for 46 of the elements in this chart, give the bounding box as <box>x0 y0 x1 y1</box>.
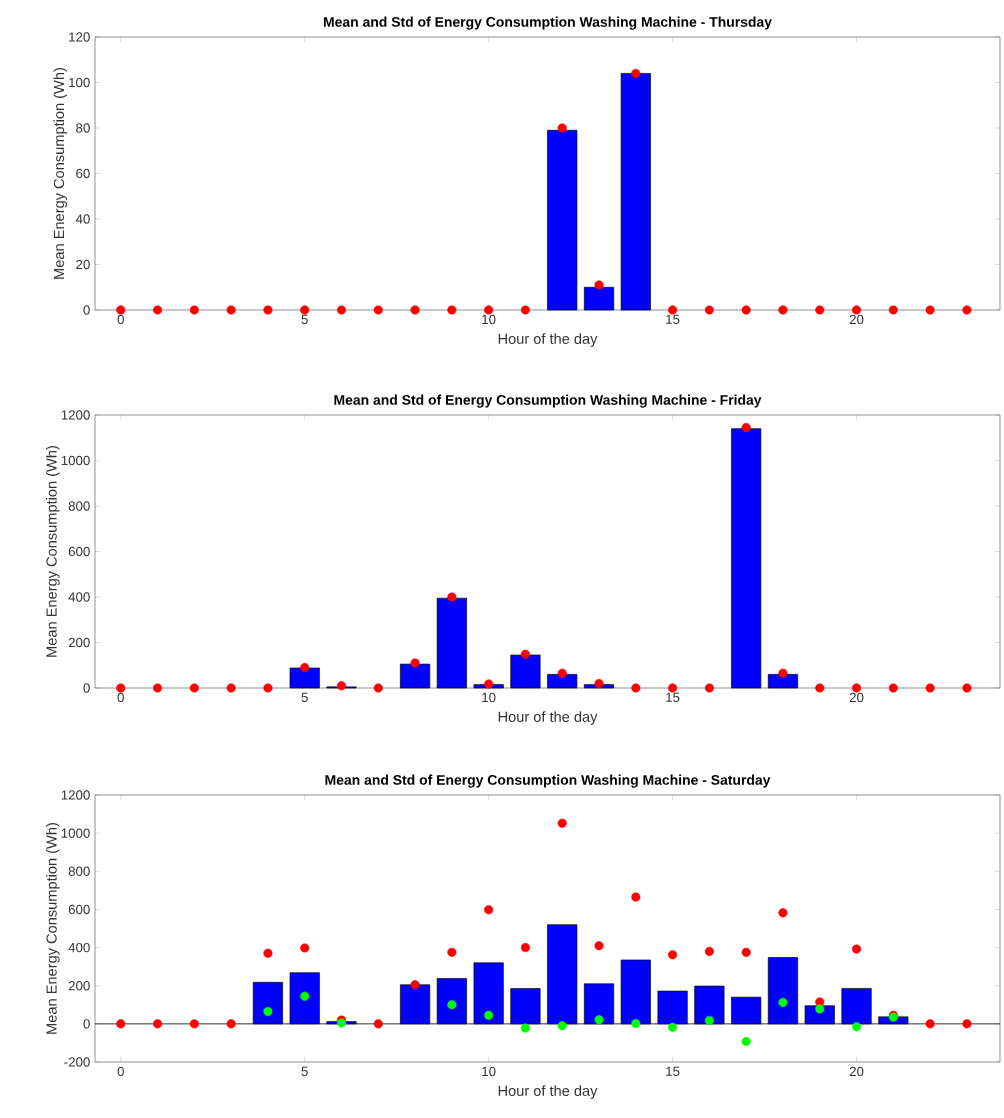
y-tick-label: 0 <box>83 683 90 693</box>
y-tick-label: 200 <box>68 981 90 991</box>
x-tick-label: 0 <box>117 692 124 703</box>
y-tick-label: 400 <box>68 592 90 602</box>
x-axis-title: Hour of the day <box>498 333 598 347</box>
y-tick-label: 20 <box>76 259 90 270</box>
y-tick-label: 400 <box>68 942 90 953</box>
x-tick-label: 10 <box>482 692 496 703</box>
y-tick-label: 100 <box>69 77 90 88</box>
x-tick-label: 10 <box>482 1066 496 1077</box>
x-tick-label: 0 <box>117 314 124 325</box>
y-tick-label: 1000 <box>61 828 90 838</box>
y-tick-label: 200 <box>68 637 90 648</box>
y-tick-label: 60 <box>76 168 90 179</box>
y-tick-label: 600 <box>68 904 90 915</box>
x-tick-label: 0 <box>117 1066 124 1077</box>
chart-title: Mean and Std of Energy Consumption Washing Machine - Thursday <box>323 16 772 30</box>
y-tick-label: 800 <box>68 501 90 511</box>
x-tick-label: 5 <box>301 692 308 702</box>
y-axis-title: Mean Energy Consumption (Wh) <box>53 68 68 279</box>
y-tick-label: 0 <box>83 305 90 315</box>
x-tick-label: 20 <box>849 314 864 325</box>
x-tick-label: 15 <box>666 314 680 324</box>
x-tick-label: 5 <box>301 314 308 324</box>
y-tick-label: 80 <box>76 123 90 133</box>
chart-title: Mean and Std of Energy Consumption Washing Machine - Friday <box>334 394 762 408</box>
x-tick-label: 20 <box>849 1066 864 1077</box>
y-tick-label: 0 <box>83 1019 90 1029</box>
y-tick-label: 1200 <box>61 410 90 420</box>
x-tick-label: 5 <box>301 1066 308 1076</box>
y-tick-label: 40 <box>75 214 90 224</box>
x-tick-label: 10 <box>482 314 496 325</box>
y-tick-label: 120 <box>69 32 90 42</box>
chart-title: Mean and Std of Energy Consumption Washing Machine - Saturday <box>325 774 771 788</box>
y-tick-label: -200 <box>64 1057 90 1067</box>
y-axis-title: Mean Energy Consumption (Wh) <box>46 823 60 1034</box>
x-tick-label: 15 <box>666 692 680 702</box>
x-tick-label: 15 <box>666 1066 680 1076</box>
y-tick-label: 1200 <box>61 790 90 800</box>
y-tick-label: 1000 <box>61 455 90 466</box>
x-axis-title: Hour of the day <box>498 1085 598 1099</box>
x-tick-label: 20 <box>849 692 864 703</box>
y-axis-title: Mean Energy Consumption (Wh) <box>46 446 60 657</box>
x-axis-title: Hour of the day <box>498 711 598 725</box>
y-tick-label: 600 <box>68 546 90 557</box>
y-tick-label: 800 <box>68 866 90 876</box>
